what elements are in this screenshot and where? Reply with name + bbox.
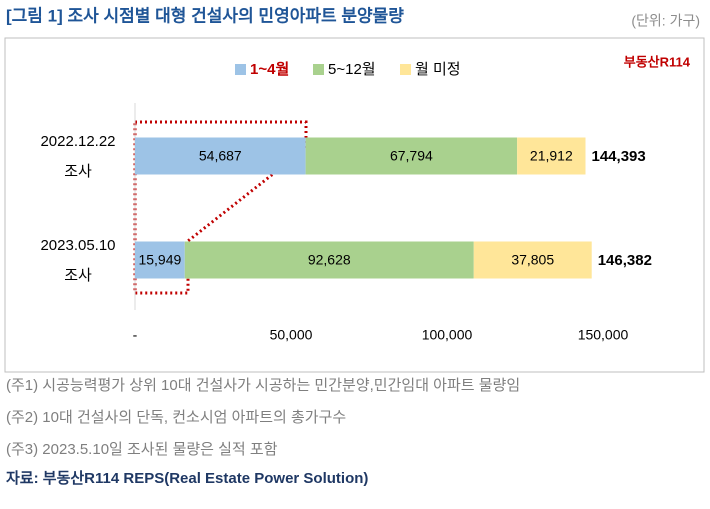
category-label: 조사 — [64, 163, 92, 180]
value-label: 92,628 — [308, 252, 351, 268]
highlight-outline — [133, 120, 308, 295]
value-label: 37,805 — [511, 252, 554, 268]
chart-title: [그림 1] 조사 시점별 대형 건설사의 민영아파트 분양물량 — [6, 5, 404, 25]
legend-label: 월 미정 — [415, 61, 461, 78]
value-label: 21,912 — [530, 148, 573, 164]
x-tick-label: 100,000 — [422, 327, 473, 343]
value-label: 15,949 — [138, 252, 181, 268]
bar-segment — [135, 137, 306, 175]
legend-label: 5~12월 — [328, 61, 376, 78]
value-label: 54,687 — [199, 148, 242, 164]
source: 자료: 부동산R114 REPS(Real Estate Power Solut… — [6, 470, 368, 487]
logo: 부동산R114 — [624, 54, 691, 69]
legend-label: 1~4월 — [250, 61, 289, 78]
bar-segment — [135, 241, 185, 279]
footnote: (주2) 10대 건설사의 단독, 컨소시엄 아파트의 총가구수 — [6, 409, 346, 426]
legend-swatch — [313, 64, 324, 75]
category-label: 2022.12.22 — [40, 133, 115, 150]
chart-frame — [4, 37, 705, 373]
category-label: 조사 — [64, 267, 92, 284]
x-tick-label: - — [133, 327, 138, 343]
bar-segment — [517, 137, 586, 175]
legend-swatch — [400, 64, 411, 75]
legend-swatch — [235, 64, 246, 75]
footnote: (주1) 시공능력평가 상위 10대 건설사가 시공하는 민간분양,민간임대 아… — [6, 377, 520, 394]
bar-segment — [305, 137, 518, 175]
value-label: 67,794 — [390, 148, 433, 164]
bar-segment — [184, 241, 474, 279]
x-tick-label: 150,000 — [578, 327, 629, 343]
unit: (단위: 가구) — [631, 13, 700, 29]
bar-segment — [473, 241, 592, 279]
footnote: (주3) 2023.5.10일 조사된 물량은 실적 포함 — [6, 441, 278, 458]
x-tick-label: 50,000 — [270, 327, 313, 343]
category-label: 2023.05.10 — [40, 237, 115, 254]
total-label: 144,393 — [592, 148, 646, 165]
total-label: 146,382 — [598, 252, 652, 269]
